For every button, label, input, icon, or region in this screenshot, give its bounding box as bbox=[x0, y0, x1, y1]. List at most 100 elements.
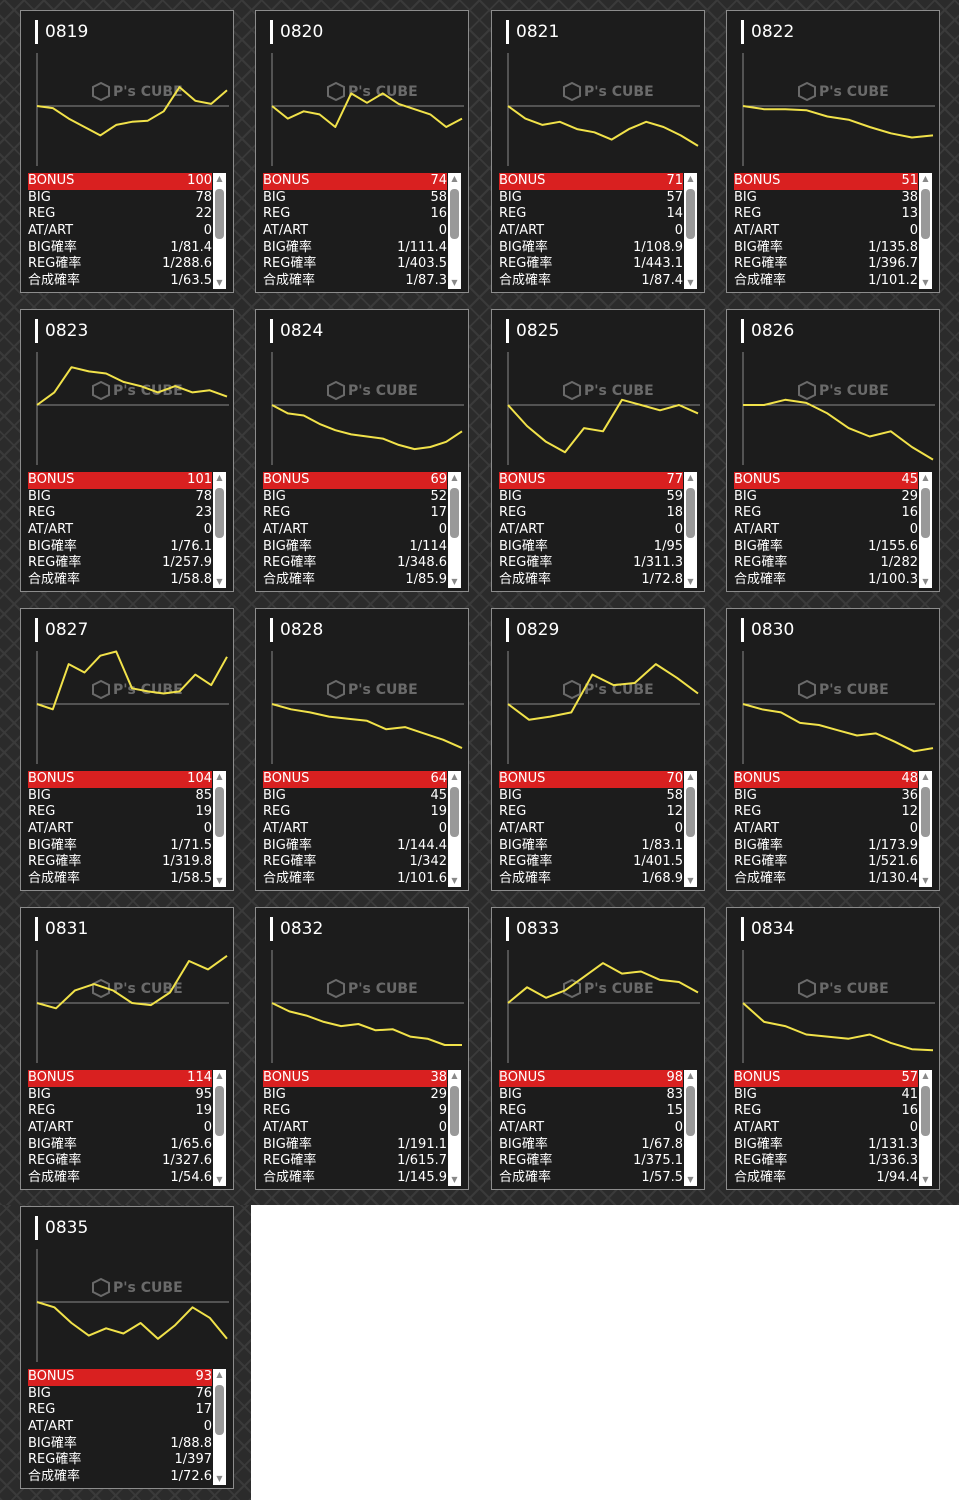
stats-scrollbar[interactable]: ▲ ▼ bbox=[213, 771, 226, 887]
scroll-up-icon[interactable]: ▲ bbox=[687, 772, 694, 781]
machine-card-0833[interactable]: P's CUBE 0833 BONUS 98 BIG 83 REG 15 AT/ART 0 BIG確… bbox=[491, 907, 705, 1190]
scroll-down-icon[interactable]: ▼ bbox=[687, 577, 694, 586]
stats-scrollbar[interactable]: ▲ ▼ bbox=[448, 771, 461, 887]
scroll-up-icon[interactable]: ▲ bbox=[451, 1071, 458, 1080]
stat-label: 合成確率 bbox=[499, 1170, 552, 1186]
scroll-down-icon[interactable]: ▼ bbox=[216, 876, 223, 885]
scroll-up-icon[interactable]: ▲ bbox=[451, 772, 458, 781]
scroll-thumb[interactable] bbox=[686, 488, 695, 538]
scroll-down-icon[interactable]: ▼ bbox=[451, 577, 458, 586]
stat-row-big-rate: BIG確率 1/111.4 bbox=[263, 240, 447, 257]
scroll-thumb[interactable] bbox=[921, 189, 930, 239]
scroll-thumb[interactable] bbox=[686, 189, 695, 239]
stat-row-reg: REG 12 bbox=[499, 804, 683, 821]
scroll-up-icon[interactable]: ▲ bbox=[922, 174, 929, 183]
scroll-down-icon[interactable]: ▼ bbox=[687, 876, 694, 885]
machine-card-0821[interactable]: P's CUBE 0821 BONUS 71 BIG 57 REG 14 AT/ART 0 BIG確… bbox=[491, 10, 705, 293]
stat-label: REG確率 bbox=[28, 1452, 82, 1468]
machine-card-0825[interactable]: P's CUBE 0825 BONUS 77 BIG 59 REG 18 AT/ART 0 BIG確… bbox=[491, 309, 705, 592]
scroll-down-icon[interactable]: ▼ bbox=[216, 1175, 223, 1184]
machine-card-0834[interactable]: P's CUBE 0834 BONUS 57 BIG 41 REG 16 AT/ART 0 BIG確… bbox=[726, 907, 940, 1190]
stats-scrollbar[interactable]: ▲ ▼ bbox=[919, 1070, 932, 1186]
stats-scrollbar[interactable]: ▲ ▼ bbox=[213, 173, 226, 289]
machine-number: 0832 bbox=[270, 917, 323, 941]
machine-card-0835[interactable]: P's CUBE 0835 BONUS 93 BIG 76 REG 17 AT/ART 0 BIG確… bbox=[20, 1206, 234, 1489]
scroll-thumb[interactable] bbox=[921, 1086, 930, 1136]
scroll-thumb[interactable] bbox=[686, 787, 695, 837]
stats-scrollbar[interactable]: ▲ ▼ bbox=[448, 472, 461, 588]
slump-graph: P's CUBE bbox=[507, 950, 700, 1063]
scroll-down-icon[interactable]: ▼ bbox=[451, 876, 458, 885]
scroll-thumb[interactable] bbox=[450, 787, 459, 837]
stats-scrollbar[interactable]: ▲ ▼ bbox=[684, 173, 697, 289]
machine-card-0828[interactable]: P's CUBE 0828 BONUS 64 BIG 45 REG 19 AT/ART 0 BIG確… bbox=[255, 608, 469, 891]
stat-label: BONUS bbox=[263, 173, 310, 188]
machine-card-0819[interactable]: P's CUBE 0819 BONUS 100 BIG 78 REG 22 AT/ART 0 BIG… bbox=[20, 10, 234, 293]
scroll-up-icon[interactable]: ▲ bbox=[451, 174, 458, 183]
stats-scrollbar[interactable]: ▲ ▼ bbox=[213, 1070, 226, 1186]
scroll-thumb[interactable] bbox=[215, 1385, 224, 1435]
machine-card-0832[interactable]: P's CUBE 0832 BONUS 38 BIG 29 REG 9 AT/ART 0 BIG確率… bbox=[255, 907, 469, 1190]
stats-scrollbar[interactable]: ▲ ▼ bbox=[213, 472, 226, 588]
machine-card-0827[interactable]: P's CUBE 0827 BONUS 104 BIG 85 REG 19 AT/ART 0 BIG… bbox=[20, 608, 234, 891]
stats-scrollbar[interactable]: ▲ ▼ bbox=[448, 1070, 461, 1186]
scroll-up-icon[interactable]: ▲ bbox=[687, 1071, 694, 1080]
machine-card-0830[interactable]: P's CUBE 0830 BONUS 48 BIG 36 REG 12 AT/ART 0 BIG確… bbox=[726, 608, 940, 891]
scroll-down-icon[interactable]: ▼ bbox=[216, 278, 223, 287]
stats-scrollbar[interactable]: ▲ ▼ bbox=[213, 1369, 226, 1485]
scroll-down-icon[interactable]: ▼ bbox=[451, 1175, 458, 1184]
stats-scrollbar[interactable]: ▲ ▼ bbox=[919, 771, 932, 887]
scroll-thumb[interactable] bbox=[450, 189, 459, 239]
scroll-down-icon[interactable]: ▼ bbox=[216, 1474, 223, 1483]
stats-scrollbar[interactable]: ▲ ▼ bbox=[919, 472, 932, 588]
scroll-down-icon[interactable]: ▼ bbox=[687, 1175, 694, 1184]
scroll-up-icon[interactable]: ▲ bbox=[922, 1071, 929, 1080]
scroll-up-icon[interactable]: ▲ bbox=[687, 473, 694, 482]
scroll-thumb[interactable] bbox=[450, 1086, 459, 1136]
scroll-down-icon[interactable]: ▼ bbox=[922, 577, 929, 586]
stats-scrollbar[interactable]: ▲ ▼ bbox=[684, 472, 697, 588]
scroll-down-icon[interactable]: ▼ bbox=[216, 577, 223, 586]
machine-card-0824[interactable]: P's CUBE 0824 BONUS 69 BIG 52 REG 17 AT/ART 0 BIG確… bbox=[255, 309, 469, 592]
scroll-up-icon[interactable]: ▲ bbox=[922, 772, 929, 781]
stat-value: 29 bbox=[901, 488, 918, 504]
stat-value: 71 bbox=[666, 173, 683, 188]
scroll-thumb[interactable] bbox=[215, 189, 224, 239]
scroll-down-icon[interactable]: ▼ bbox=[451, 278, 458, 287]
scroll-up-icon[interactable]: ▲ bbox=[451, 473, 458, 482]
scroll-thumb[interactable] bbox=[921, 488, 930, 538]
machine-card-0822[interactable]: P's CUBE 0822 BONUS 51 BIG 38 REG 13 AT/ART 0 BIG確… bbox=[726, 10, 940, 293]
scroll-thumb[interactable] bbox=[215, 787, 224, 837]
scroll-thumb[interactable] bbox=[215, 488, 224, 538]
stat-value: 36 bbox=[901, 787, 918, 803]
scroll-thumb[interactable] bbox=[921, 787, 930, 837]
machine-card-0820[interactable]: P's CUBE 0820 BONUS 74 BIG 58 REG 16 AT/ART 0 BIG確… bbox=[255, 10, 469, 293]
scroll-up-icon[interactable]: ▲ bbox=[216, 174, 223, 183]
scroll-up-icon[interactable]: ▲ bbox=[922, 473, 929, 482]
scroll-down-icon[interactable]: ▼ bbox=[922, 1175, 929, 1184]
machine-card-0826[interactable]: P's CUBE 0826 BONUS 45 BIG 29 REG 16 AT/ART 0 BIG確… bbox=[726, 309, 940, 592]
stats-scrollbar[interactable]: ▲ ▼ bbox=[919, 173, 932, 289]
scroll-down-icon[interactable]: ▼ bbox=[922, 876, 929, 885]
scroll-thumb[interactable] bbox=[215, 1086, 224, 1136]
stats-scrollbar[interactable]: ▲ ▼ bbox=[448, 173, 461, 289]
scroll-up-icon[interactable]: ▲ bbox=[216, 1370, 223, 1379]
machine-card-0831[interactable]: P's CUBE 0831 BONUS 114 BIG 95 REG 19 AT/ART 0 BIG… bbox=[20, 907, 234, 1190]
machine-card-0829[interactable]: P's CUBE 0829 BONUS 70 BIG 58 REG 12 AT/ART 0 BIG確… bbox=[491, 608, 705, 891]
stat-row-total-rate: 合成確率 1/72.8 bbox=[499, 572, 683, 589]
scroll-thumb[interactable] bbox=[450, 488, 459, 538]
scroll-thumb[interactable] bbox=[686, 1086, 695, 1136]
stat-label: AT/ART bbox=[28, 1419, 74, 1435]
scroll-up-icon[interactable]: ▲ bbox=[687, 174, 694, 183]
machine-card-0823[interactable]: P's CUBE 0823 BONUS 101 BIG 78 REG 23 AT/ART 0 BIG… bbox=[20, 309, 234, 592]
scroll-down-icon[interactable]: ▼ bbox=[922, 278, 929, 287]
scroll-down-icon[interactable]: ▼ bbox=[687, 278, 694, 287]
stats-scrollbar[interactable]: ▲ ▼ bbox=[684, 771, 697, 887]
scroll-up-icon[interactable]: ▲ bbox=[216, 772, 223, 781]
scroll-up-icon[interactable]: ▲ bbox=[216, 473, 223, 482]
stat-label: BONUS bbox=[28, 173, 75, 188]
stats-scrollbar[interactable]: ▲ ▼ bbox=[684, 1070, 697, 1186]
stat-row-big-rate: BIG確率 1/108.9 bbox=[499, 240, 683, 257]
scroll-up-icon[interactable]: ▲ bbox=[216, 1071, 223, 1080]
stat-label: REG bbox=[499, 804, 527, 820]
